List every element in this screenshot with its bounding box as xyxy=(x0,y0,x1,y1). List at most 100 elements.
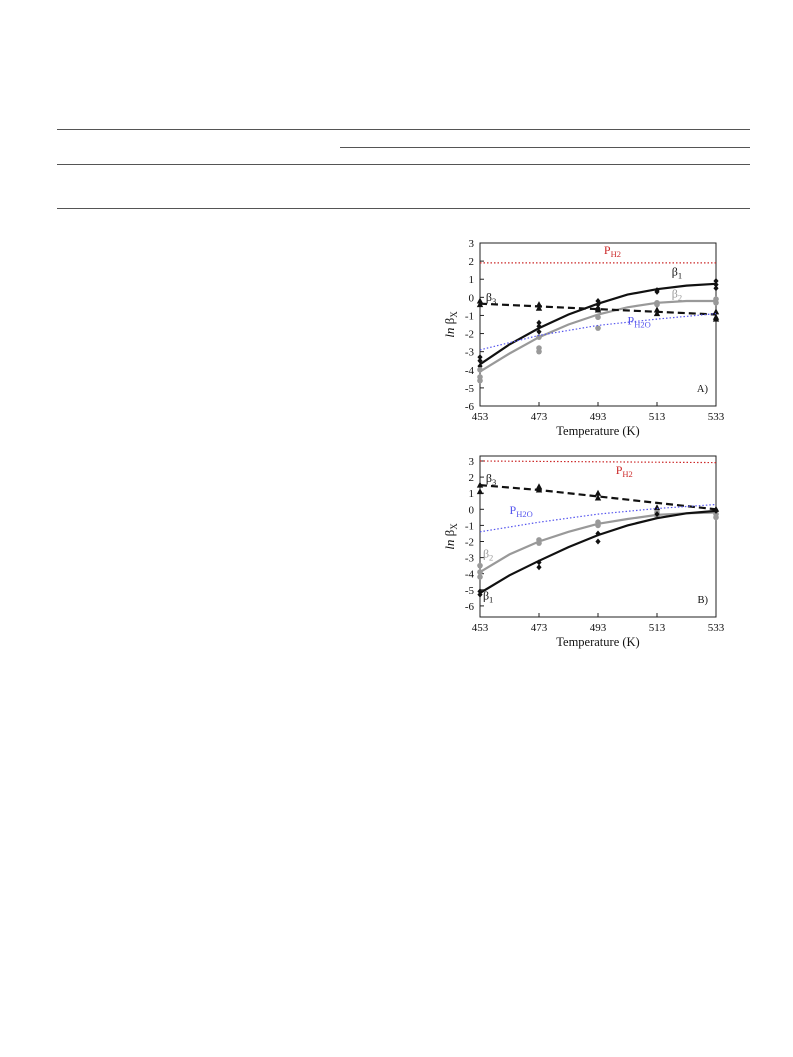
data-point xyxy=(595,538,601,545)
data-point xyxy=(476,488,484,495)
data-point xyxy=(654,511,660,518)
y-tick-label: -3 xyxy=(465,553,475,565)
series-beta1: β1 xyxy=(477,507,719,604)
x-tick-label: 533 xyxy=(708,411,725,423)
y-tick-label: 2 xyxy=(469,256,475,268)
x-tick-label: 493 xyxy=(590,622,607,634)
data-point xyxy=(477,562,483,569)
data-point xyxy=(536,323,542,330)
series-beta3: β3 xyxy=(476,290,720,322)
data-point xyxy=(536,348,542,355)
data-point xyxy=(476,481,484,488)
table-rule-header-bottom xyxy=(57,164,750,165)
table-rule-top xyxy=(57,129,750,130)
data-point xyxy=(713,299,719,306)
fit-line-beta3 xyxy=(479,302,717,316)
plot-frame xyxy=(479,242,717,407)
data-point xyxy=(595,314,601,321)
y-tick-label: -6 xyxy=(465,401,475,413)
x-tick-label: 453 xyxy=(472,411,489,423)
data-point xyxy=(476,297,484,304)
y-tick-label: -1 xyxy=(465,310,474,322)
y-axis-label: ln βX xyxy=(442,523,459,550)
x-tick-label: 493 xyxy=(590,411,607,423)
data-point xyxy=(712,315,720,322)
data-point xyxy=(713,285,719,292)
data-point xyxy=(477,366,483,373)
x-tick-label: 473 xyxy=(531,622,548,634)
series-ph2: PH2 xyxy=(479,460,717,479)
data-point xyxy=(536,559,542,566)
data-point xyxy=(477,588,483,595)
panel-label: B) xyxy=(698,595,709,606)
x-tick-label: 473 xyxy=(531,411,548,423)
data-point xyxy=(595,325,601,331)
series-label-beta3: β3 xyxy=(486,290,496,306)
y-tick-label: 0 xyxy=(469,292,475,304)
data-point xyxy=(712,308,720,315)
y-tick-label: 1 xyxy=(469,274,475,286)
y-tick-label: -1 xyxy=(465,520,474,532)
fit-line-ph2o xyxy=(479,313,717,351)
data-point xyxy=(535,301,543,308)
data-point xyxy=(536,328,542,335)
series-beta2: β2 xyxy=(477,286,719,384)
table-rule-bottom xyxy=(57,208,750,209)
data-point xyxy=(594,494,602,501)
data-point xyxy=(654,301,660,308)
y-tick-label: -2 xyxy=(465,537,474,549)
data-point xyxy=(477,574,483,580)
series-ph2o: PH2O xyxy=(479,313,717,351)
data-point xyxy=(595,522,601,529)
series-label-beta1: β1 xyxy=(483,588,493,604)
data-point xyxy=(713,514,719,521)
series-ph2o: PH2O xyxy=(479,503,717,533)
y-tick-label: -2 xyxy=(465,329,474,341)
plot-frame xyxy=(479,455,717,618)
data-point xyxy=(653,504,661,511)
series-beta2: β2 xyxy=(477,509,719,580)
data-point xyxy=(535,304,543,311)
data-point xyxy=(536,540,542,546)
data-point xyxy=(713,507,719,514)
data-point xyxy=(535,483,543,490)
data-point xyxy=(595,297,601,304)
series-label-beta1: β1 xyxy=(672,265,682,281)
fit-line-beta3 xyxy=(479,484,717,511)
series-ph2: PH2 xyxy=(480,243,716,264)
x-tick-label: 533 xyxy=(708,622,725,634)
data-point xyxy=(536,319,542,326)
y-tick-label: 1 xyxy=(469,488,475,500)
y-tick-label: 3 xyxy=(469,456,475,468)
data-point xyxy=(713,278,719,285)
y-axis-label: ln βX xyxy=(442,311,459,338)
y-tick-label: -4 xyxy=(465,569,475,581)
data-point xyxy=(536,564,542,571)
data-point xyxy=(477,569,483,575)
fit-line-ph2 xyxy=(479,460,717,464)
table-rule-sub xyxy=(340,147,750,148)
data-point xyxy=(476,301,484,308)
series-label-beta2: β2 xyxy=(483,547,493,563)
series-label-beta2: β2 xyxy=(672,286,682,302)
data-point xyxy=(654,288,660,295)
x-tick-label: 513 xyxy=(649,411,666,423)
y-tick-label: -6 xyxy=(465,601,475,613)
series-beta3: β3 xyxy=(476,471,720,512)
data-point xyxy=(653,310,661,317)
y-tick-label: -3 xyxy=(465,347,475,359)
series-label-ph2o: PH2O xyxy=(628,314,651,330)
x-tick-label: 453 xyxy=(472,622,489,634)
series-label-beta3: β3 xyxy=(486,471,496,487)
data-point xyxy=(536,334,542,340)
x-tick-label: 513 xyxy=(649,622,666,634)
chart-panel-b: 3 2 1 0 -1 -2 -3 -4 -5 -6 453 473 493 513 533 Temperatu… xyxy=(442,455,725,649)
data-point xyxy=(653,306,661,313)
data-point xyxy=(595,530,601,537)
series-label-ph2: PH2 xyxy=(616,463,633,479)
y-tick-label: 3 xyxy=(469,238,475,250)
y-tick-label: 0 xyxy=(469,504,475,516)
data-point xyxy=(477,377,483,384)
